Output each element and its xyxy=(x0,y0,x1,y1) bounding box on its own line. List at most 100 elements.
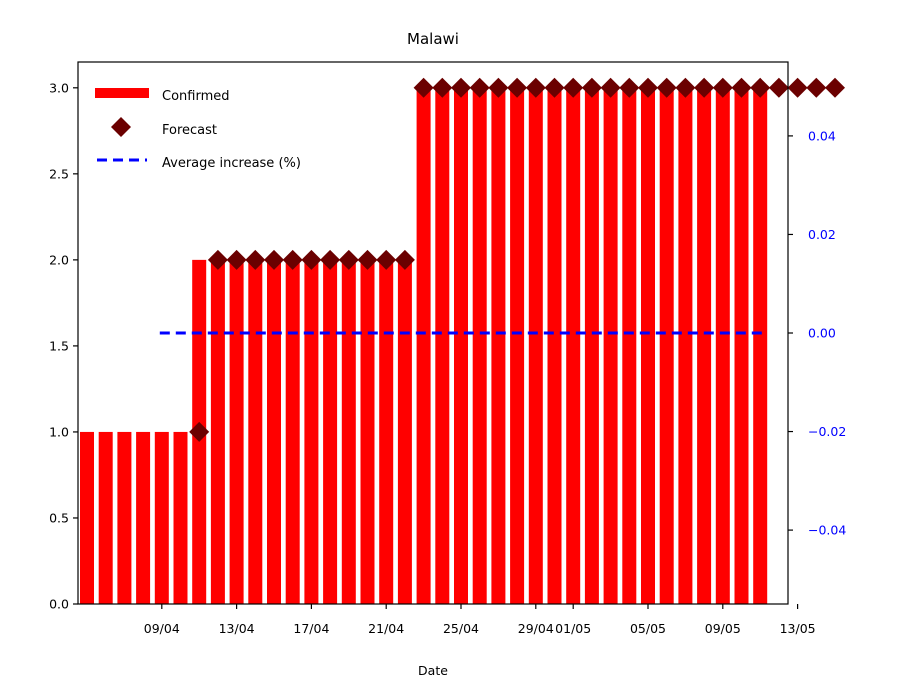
forecast-marker xyxy=(469,77,490,98)
confirmed-bar xyxy=(379,259,394,604)
x-tick-label: 21/04 xyxy=(368,621,404,636)
confirmed-bar xyxy=(566,87,581,605)
left-y-tick-label: 0.5 xyxy=(49,510,69,525)
forecast-marker xyxy=(432,77,453,98)
confirmed-bar xyxy=(416,87,431,605)
legend-forecast-swatch xyxy=(111,117,131,137)
confirmed-bar xyxy=(622,87,637,605)
forecast-marker xyxy=(731,77,752,98)
forecast-marker xyxy=(507,77,528,98)
forecast-marker xyxy=(394,249,415,270)
right-y-axis: −0.04 −0.02 0.00 0.02 0.04 xyxy=(788,128,846,538)
forecast-marker xyxy=(451,77,471,98)
forecast-marker xyxy=(750,77,771,98)
left-y-tick-label: 1.5 xyxy=(49,338,69,353)
confirmed-bar xyxy=(323,259,338,604)
confirmed-bar xyxy=(491,87,506,605)
confirmed-bar xyxy=(603,87,618,605)
confirmed-bar xyxy=(154,431,169,604)
forecast-marker xyxy=(675,77,696,98)
x-tick-label: 25/04 xyxy=(443,621,479,636)
forecast-marker xyxy=(712,77,733,98)
right-y-tick-label: −0.02 xyxy=(808,424,846,439)
confirmed-bar xyxy=(136,431,151,604)
left-y-tick-label: 0.0 xyxy=(49,597,69,612)
legend-average-label: Average increase (%) xyxy=(162,156,301,171)
forecast-marker xyxy=(768,77,789,98)
legend: Confirmed Forecast Average increase (%) xyxy=(95,88,301,171)
confirmed-bar xyxy=(734,87,749,605)
left-y-axis: 0.0 0.5 1.0 1.5 2.0 2.5 3.0 xyxy=(49,80,78,612)
forecast-marker xyxy=(656,77,677,98)
forecast-marker xyxy=(282,249,303,270)
confirmed-bar xyxy=(248,259,263,604)
confirmed-bar xyxy=(641,87,655,605)
confirmed-bar xyxy=(435,87,450,605)
forecast-marker xyxy=(638,77,658,98)
confirmed-bars xyxy=(80,87,768,605)
x-tick-label: 09/04 xyxy=(144,621,180,636)
confirmed-bar xyxy=(454,87,468,605)
left-y-tick-label: 2.0 xyxy=(49,252,69,267)
x-tick-label: 05/05 xyxy=(630,621,666,636)
confirmed-bar xyxy=(304,259,319,604)
x-axis-label: Date xyxy=(418,663,448,678)
forecast-marker xyxy=(413,77,434,98)
forecast-marker xyxy=(338,249,359,270)
forecast-marker xyxy=(301,249,322,270)
forecast-marker xyxy=(600,77,621,98)
forecast-marker xyxy=(357,249,378,270)
right-y-tick-label: −0.04 xyxy=(808,523,846,538)
confirmed-bar xyxy=(472,87,487,605)
forecast-marker xyxy=(525,77,546,98)
legend-confirmed-label: Confirmed xyxy=(162,89,230,104)
forecast-marker xyxy=(264,249,284,270)
x-tick-label: 29/04 xyxy=(518,621,554,636)
confirmed-bar xyxy=(659,87,674,605)
confirmed-bar xyxy=(715,87,730,605)
confirmed-bar xyxy=(341,259,356,604)
forecast-marker xyxy=(563,77,584,98)
confirmed-bar xyxy=(584,87,599,605)
forecast-marker xyxy=(544,77,565,98)
forecast-marker xyxy=(245,249,266,270)
right-y-tick-label: 0.00 xyxy=(808,326,836,341)
confirmed-bar xyxy=(678,87,693,605)
legend-forecast-label: Forecast xyxy=(162,123,217,138)
forecast-marker xyxy=(787,77,808,98)
x-tick-label: 17/04 xyxy=(293,621,329,636)
forecast-marker xyxy=(619,77,640,98)
confirmed-bar xyxy=(397,259,412,604)
forecast-marker xyxy=(226,249,247,270)
confirmed-bar xyxy=(510,87,525,605)
forecast-marker xyxy=(806,77,827,98)
forecast-marker xyxy=(825,77,845,98)
forecast-marker xyxy=(189,421,210,442)
x-tick-label: 13/05 xyxy=(780,621,816,636)
chart-title: Malawi xyxy=(407,30,459,48)
x-tick-label: 13/04 xyxy=(219,621,255,636)
confirmed-bar xyxy=(80,431,94,604)
forecast-marker xyxy=(376,249,397,270)
right-y-tick-label: 0.04 xyxy=(808,128,836,143)
confirmed-bar xyxy=(360,259,375,604)
left-y-tick-label: 1.0 xyxy=(49,424,69,439)
forecast-marker xyxy=(694,77,715,98)
left-y-tick-label: 3.0 xyxy=(49,80,69,95)
forecast-marker xyxy=(488,77,509,98)
confirmed-bar xyxy=(285,259,300,604)
confirmed-bar xyxy=(98,431,113,604)
confirmed-bar xyxy=(117,431,132,604)
forecast-marker xyxy=(581,77,602,98)
confirmed-bar xyxy=(528,87,543,605)
confirmed-bar xyxy=(697,87,712,605)
confirmed-bar xyxy=(210,259,225,604)
right-y-tick-label: 0.02 xyxy=(808,227,836,242)
confirmed-bar xyxy=(547,87,562,605)
forecast-marker xyxy=(207,249,228,270)
left-y-tick-label: 2.5 xyxy=(49,166,69,181)
confirmed-bar xyxy=(229,259,244,604)
confirmed-bar xyxy=(267,259,281,604)
forecast-markers xyxy=(189,77,845,442)
